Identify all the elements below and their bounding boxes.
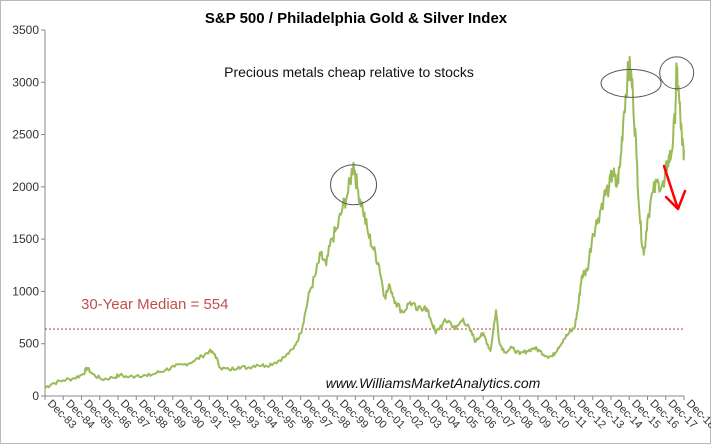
highlight-ellipse	[600, 68, 662, 98]
annotation-cheap-metals: Precious metals cheap relative to stocks	[224, 64, 474, 80]
y-tick-label: 3000	[12, 75, 39, 89]
x-axis: Dec-83Dec-84Dec-85Dec-86Dec-87Dec-88Dec-…	[44, 395, 711, 431]
y-tick-label: 0	[32, 389, 39, 403]
arrow-shaft	[662, 164, 679, 208]
y-axis: 0 500 1000 1500 2000 2500 3000 3500	[12, 23, 46, 403]
chart-title: S&P 500 / Philadelphia Gold & Silver Ind…	[205, 10, 508, 27]
series-line	[44, 55, 685, 389]
annotation-website: www.WilliamsMarketAnalytics.com	[326, 375, 541, 391]
y-tick-label: 1500	[12, 232, 39, 246]
series-group	[44, 55, 685, 389]
arrow-head	[664, 189, 687, 211]
y-tick-label: 2000	[12, 180, 39, 194]
y-tick-label: 1000	[12, 284, 39, 298]
y-tick-label: 500	[19, 337, 39, 351]
red-down-arrow	[662, 164, 687, 211]
median-label: 30-Year Median = 554	[81, 296, 228, 313]
highlight-ellipse	[330, 164, 378, 206]
y-tick-label: 3500	[12, 23, 39, 37]
y-tick-label: 2500	[12, 128, 39, 142]
highlight-ellipses	[330, 56, 695, 206]
highlight-ellipse	[659, 56, 695, 90]
